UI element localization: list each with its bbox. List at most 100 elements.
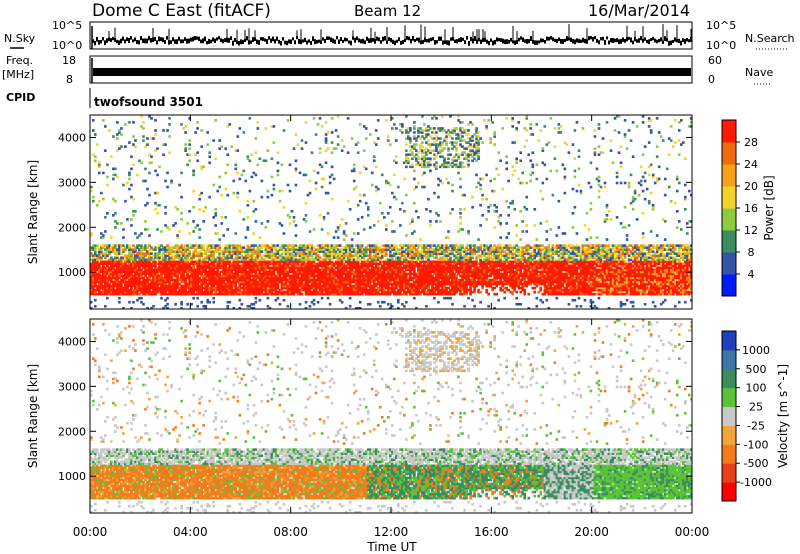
power-cell [312,169,316,173]
power-cell [276,278,280,282]
power-cell [92,274,95,278]
power-cell [224,282,228,286]
power-cell [260,278,264,282]
power-cell [220,270,224,274]
power-cell [200,129,203,132]
power-cell [411,232,414,235]
power-cell [160,280,163,284]
power-cell [350,268,354,272]
power-cell [248,117,252,120]
power-cell [196,260,199,264]
power-cell [433,260,436,264]
power-cell [278,262,282,266]
power-cell [112,270,115,274]
power-cell [449,260,452,264]
power-cell [447,129,450,132]
power-cell [350,288,354,292]
power-cell [268,246,272,249]
power-cell [334,230,338,233]
power-cell [188,258,191,262]
power-cell [254,286,258,290]
power-cell [156,278,159,282]
power-cell [346,199,350,203]
power-cell [250,274,254,278]
power-cell [344,244,348,247]
power-cell [164,212,167,215]
power-cell [395,246,398,249]
power-cell [443,278,446,282]
power-cell [409,153,412,157]
power-cell [114,272,117,276]
power-cell [90,276,93,280]
power-cell [242,272,246,276]
power-cell [206,131,209,134]
power-cell [401,131,404,134]
power-cell [439,272,442,276]
power-cell [447,236,450,239]
power-cell [344,264,348,268]
power-cell [210,256,214,260]
power-cell [112,258,115,262]
power-cell [288,276,292,280]
power-cell [226,193,230,197]
power-cell [423,292,426,296]
power-cell [110,266,113,270]
power-cell [431,260,434,264]
power-cell [386,258,390,262]
power-cell [116,260,119,264]
power-cell [148,193,151,197]
power-cell [116,272,119,276]
power-cell [174,262,177,266]
power-cell [112,268,115,272]
power-cell [216,256,220,260]
power-cell [280,288,284,292]
power-cell [435,288,438,292]
power-cell [110,270,113,274]
power-cell [242,266,246,270]
power-cell [437,195,440,199]
power-cell [142,179,145,183]
power-cell [146,246,149,249]
power-cell [146,228,149,231]
power-cell [384,264,388,268]
power-cell [326,260,330,264]
power-cell [419,127,422,130]
power-cell [403,266,406,270]
power-cell [437,264,440,268]
power-cell [258,282,262,286]
power-cell [164,250,167,254]
power-cell [380,250,384,254]
power-cell [300,254,304,258]
power-cell [332,274,336,278]
power-cell [294,262,298,266]
power-cell [252,244,256,247]
power-cell [164,274,167,278]
power-cell [427,272,430,276]
power-cell [417,268,420,272]
power-cell [423,268,426,272]
power-cell [134,278,137,282]
power-cell [202,266,205,270]
power-cell [370,244,374,247]
power-cell [156,147,159,150]
power-cell [455,258,458,262]
power-cell [286,262,290,266]
power-cell [152,270,155,274]
power-cell [180,123,183,126]
power-cell [372,288,376,292]
power-cell [362,276,366,280]
power-cell [90,288,93,292]
power-cell [308,268,312,272]
power-cell [360,272,364,276]
power-cell [92,278,95,282]
power-cell [180,264,183,268]
power-cell [338,286,342,290]
power-cell [292,147,296,150]
power-cell [154,288,157,292]
power-cell [366,205,370,209]
power-cell [160,276,163,280]
power-cell [344,250,348,254]
power-cell [234,254,238,258]
power-cell [280,254,284,258]
